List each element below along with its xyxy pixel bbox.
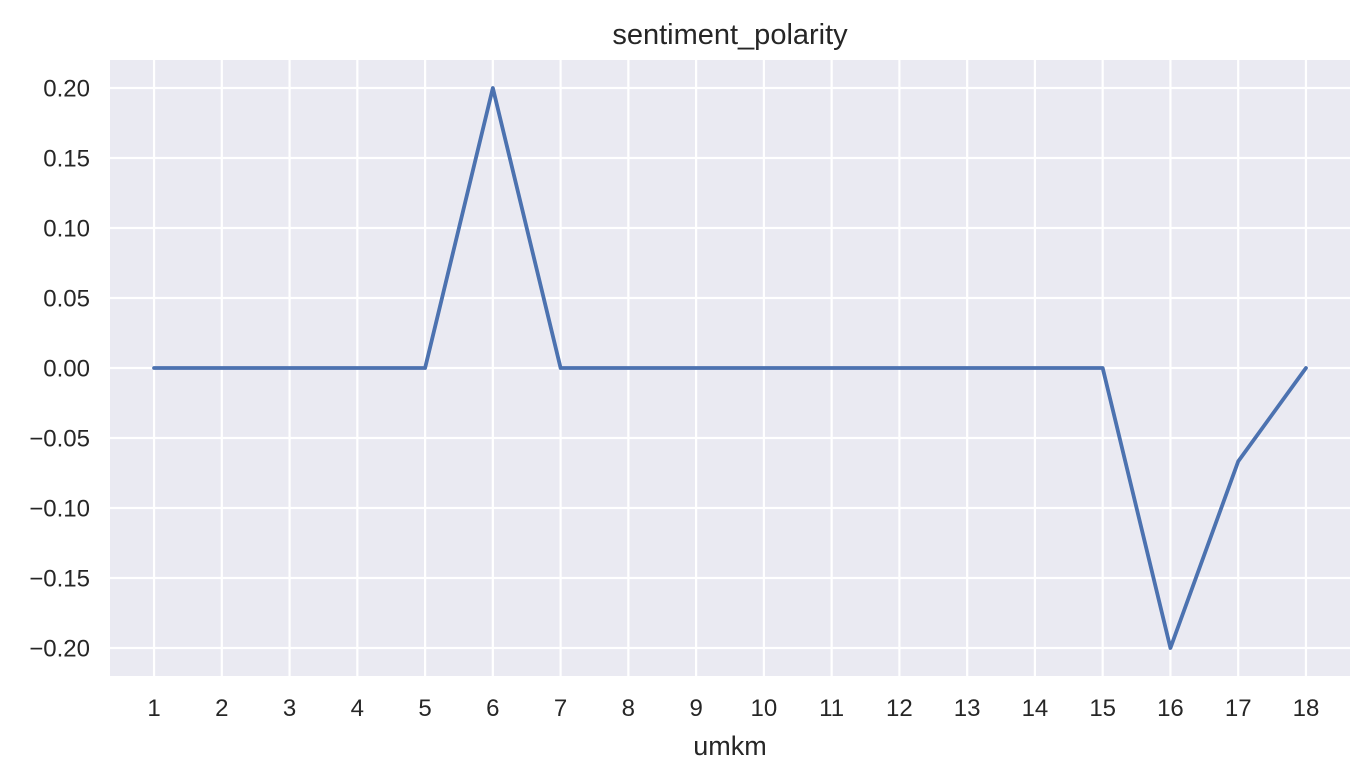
- x-tick-label: 6: [486, 695, 499, 722]
- x-tick-label: 12: [886, 695, 913, 722]
- x-tick-label: 9: [689, 695, 702, 722]
- y-tick-label: 0.05: [43, 286, 90, 313]
- y-tick-label: −0.10: [29, 496, 90, 523]
- series-line: [152, 86, 1308, 650]
- y-gridlines: [110, 86, 1350, 650]
- x-tick-label: 7: [554, 695, 567, 722]
- x-tick-label: 4: [351, 695, 364, 722]
- x-tick-label: 16: [1157, 695, 1184, 722]
- x-axis-title: umkm: [693, 731, 767, 761]
- series-layer: [152, 86, 1308, 650]
- x-tick-label: 14: [1022, 695, 1049, 722]
- y-tick-label: 0.15: [43, 146, 90, 173]
- x-tick-label: 5: [418, 695, 431, 722]
- x-tick-label: 3: [283, 695, 296, 722]
- x-tick-label: 17: [1225, 695, 1252, 722]
- y-tick-labels: 0.20 0.15 0.10 0.05 0.00 −0.05 −0.10 −0.15 −0.20: [29, 76, 90, 663]
- y-tick-label: 0.20: [43, 76, 90, 103]
- x-tick-label: 1: [147, 695, 160, 722]
- y-tick-label: −0.05: [29, 426, 90, 453]
- chart-title: sentiment_polarity: [612, 19, 848, 51]
- x-tick-label: 11: [819, 695, 844, 722]
- x-tick-label: 18: [1293, 695, 1320, 722]
- x-tick-labels: 1 2 3 4 5 6 7 8 9 10 11 12 13 14 15 16 17 18: [147, 695, 1319, 722]
- y-tick-label: −0.15: [29, 566, 90, 593]
- x-tick-label: 2: [215, 695, 228, 722]
- y-tick-label: −0.20: [29, 636, 90, 663]
- y-tick-label: 0.00: [43, 356, 90, 383]
- x-tick-label: 13: [954, 695, 981, 722]
- x-tick-label: 15: [1089, 695, 1116, 722]
- x-tick-label: 10: [751, 695, 778, 722]
- x-tick-label: 8: [622, 695, 635, 722]
- y-tick-label: 0.10: [43, 216, 90, 243]
